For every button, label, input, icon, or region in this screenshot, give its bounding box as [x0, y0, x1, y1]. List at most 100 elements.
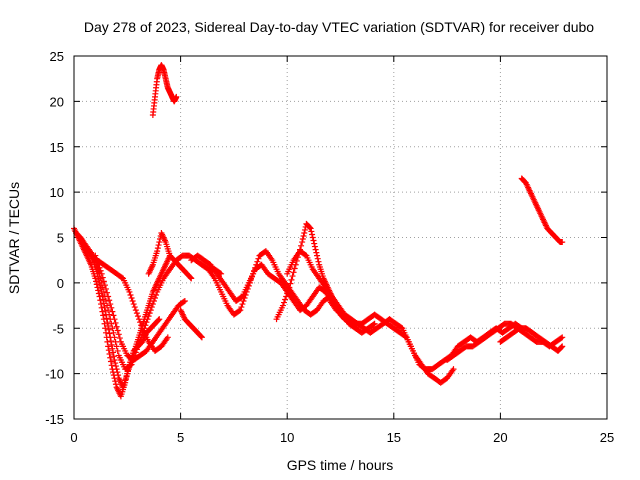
data-point — [136, 316, 143, 323]
data-point — [134, 343, 141, 350]
y-tick-label: -10 — [45, 367, 64, 382]
data-point — [101, 282, 108, 289]
data-point — [104, 338, 111, 345]
data-point — [112, 319, 119, 326]
data-point — [300, 232, 307, 239]
series-track-c — [77, 234, 225, 373]
data-point — [105, 293, 112, 300]
data-point — [299, 236, 306, 243]
data-point — [102, 285, 109, 292]
data-point — [127, 291, 134, 298]
data-point — [108, 304, 115, 311]
data-point — [112, 360, 119, 367]
data-point — [106, 330, 113, 337]
data-point — [146, 310, 153, 317]
data-point — [402, 333, 409, 340]
data-point — [255, 255, 262, 262]
data-point — [104, 302, 111, 309]
data-point — [102, 307, 109, 314]
data-point — [173, 93, 180, 100]
data-point — [105, 347, 112, 354]
data-point — [164, 334, 171, 341]
data-point — [282, 296, 289, 303]
data-point — [100, 288, 107, 295]
data-point — [155, 316, 162, 323]
data-point — [109, 345, 116, 352]
data-point — [238, 294, 245, 301]
data-point — [149, 301, 156, 308]
data-point — [102, 329, 109, 336]
series-track-m — [326, 298, 525, 373]
data-point — [247, 276, 254, 283]
data-point — [131, 304, 138, 311]
data-point — [107, 354, 114, 361]
data-point — [180, 298, 187, 305]
data-point — [306, 224, 313, 231]
plot-frame — [73, 55, 608, 420]
data-point — [285, 287, 292, 294]
data-point — [558, 344, 565, 351]
data-point — [249, 273, 256, 280]
data-point — [147, 307, 154, 314]
data-point — [98, 301, 105, 308]
data-point — [98, 304, 105, 311]
data-point — [107, 338, 114, 345]
y-tick-label: 15 — [50, 140, 64, 155]
y-tick-label: -15 — [45, 412, 64, 427]
data-point — [99, 308, 106, 315]
data-point — [136, 340, 143, 347]
data-point — [100, 278, 107, 285]
data-point — [112, 363, 119, 370]
data-point — [156, 239, 163, 246]
data-point — [284, 290, 291, 297]
data-point — [95, 261, 102, 268]
data-point — [286, 284, 293, 291]
data-point — [243, 288, 250, 295]
data-point — [93, 255, 100, 262]
data-point — [240, 298, 247, 305]
data-point — [246, 279, 253, 286]
data-point — [108, 341, 115, 348]
data-point — [132, 349, 139, 356]
data-point — [450, 366, 457, 373]
data-point — [558, 335, 565, 342]
data-point — [113, 323, 120, 330]
data-point — [238, 304, 245, 311]
data-point — [111, 316, 118, 323]
data-point — [137, 337, 144, 344]
data-point — [315, 258, 322, 265]
data-point — [314, 252, 321, 259]
data-point — [126, 288, 133, 295]
data-point — [115, 372, 122, 379]
data-point — [97, 267, 104, 274]
data-point — [198, 333, 205, 340]
series-track-o — [497, 325, 566, 354]
data-point — [114, 369, 121, 376]
data-point — [127, 362, 134, 369]
data-point — [298, 242, 305, 249]
data-point — [288, 276, 295, 283]
data-point — [299, 239, 306, 246]
data-point — [100, 312, 107, 319]
data-point — [279, 302, 286, 309]
data-point — [129, 298, 136, 305]
y-tick-label: 20 — [50, 94, 64, 109]
data-point — [113, 366, 120, 373]
data-point — [94, 258, 101, 265]
data-point — [559, 334, 566, 341]
data-point — [301, 226, 308, 233]
data-point — [371, 320, 378, 327]
data-point — [291, 265, 298, 272]
data-point — [310, 237, 317, 244]
data-point — [559, 239, 566, 246]
data-points — [71, 62, 566, 400]
data-point — [116, 335, 123, 342]
data-point — [188, 275, 195, 282]
data-point — [153, 291, 160, 298]
data-point — [138, 334, 145, 341]
data-point — [187, 274, 194, 281]
x-tick-label: 10 — [280, 430, 294, 445]
x-tick-label: 5 — [177, 430, 184, 445]
y-tick-label: -5 — [52, 321, 64, 336]
data-point — [245, 282, 252, 289]
